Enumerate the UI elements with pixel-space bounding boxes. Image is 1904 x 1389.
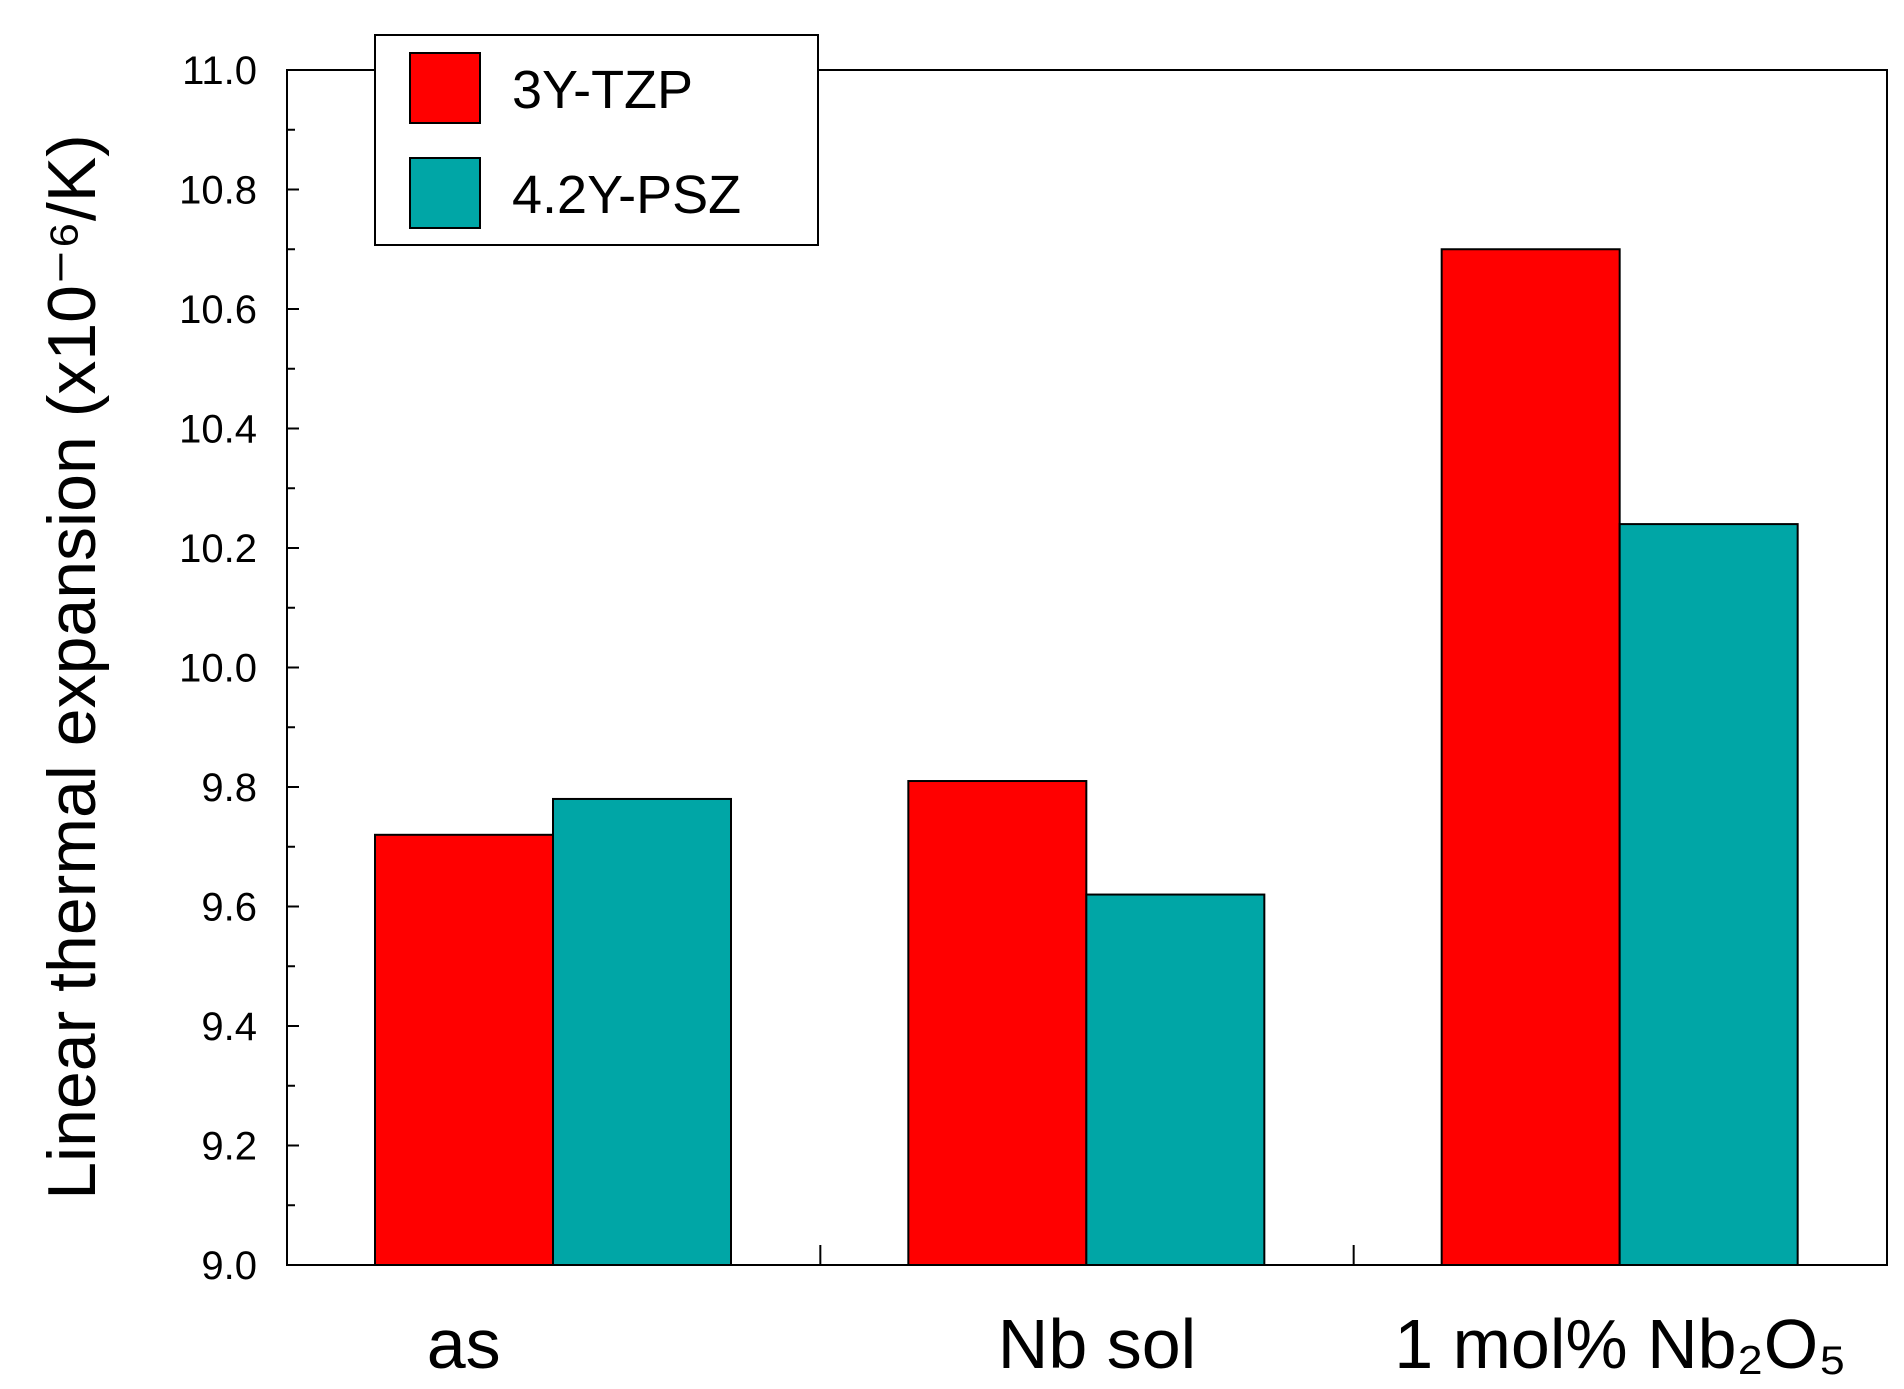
x-category-label: as	[427, 1305, 501, 1383]
legend-label-3y-tzp: 3Y-TZP	[512, 60, 693, 120]
y-tick-label: 10.0	[179, 647, 257, 691]
bar-3y-tzp-nb-sol	[907, 780, 1088, 1267]
y-axis-label: Linear thermal expansion (x10⁻⁶/K)	[34, 134, 110, 1200]
y-tick-label: 10.6	[179, 288, 257, 332]
bar-4-2y-psz-nb-sol	[1085, 893, 1266, 1266]
legend-label-4-2y-psz: 4.2Y-PSZ	[512, 165, 741, 225]
y-tick-label: 9.2	[201, 1125, 257, 1169]
y-tick-label: 9.4	[201, 1005, 257, 1049]
legend-swatch-3y-tzp	[409, 52, 481, 124]
y-tick-label: 9.6	[201, 886, 257, 930]
x-category-label: 1 mol% Nb₂O₅	[1394, 1305, 1846, 1383]
y-tick-label: 9.0	[201, 1244, 257, 1288]
bar-3y-tzp-1-mol-nb2o5	[1440, 248, 1621, 1266]
bar-3y-tzp-as	[374, 833, 554, 1266]
bar-4-2y-psz-as	[552, 797, 732, 1266]
y-tick-label: 10.2	[179, 527, 257, 571]
y-tick-label: 10.4	[179, 408, 257, 452]
y-tick-label: 9.8	[201, 766, 257, 810]
legend-swatch-4-2y-psz	[409, 157, 481, 229]
plot-frame	[286, 69, 1888, 1266]
bar-4-2y-psz-1-mol-nb2o5	[1618, 523, 1799, 1266]
legend: 3Y-TZP 4.2Y-PSZ	[374, 34, 819, 246]
y-tick-label: 11.0	[182, 49, 257, 93]
y-tick-label: 10.8	[179, 169, 257, 213]
x-category-label: Nb sol	[998, 1305, 1196, 1383]
plot-marks: 9.0 9.2 9.4 9.6 9.8 10.0 10.2 10.4 10.6 10.8 11.0 a…	[179, 49, 1846, 1383]
